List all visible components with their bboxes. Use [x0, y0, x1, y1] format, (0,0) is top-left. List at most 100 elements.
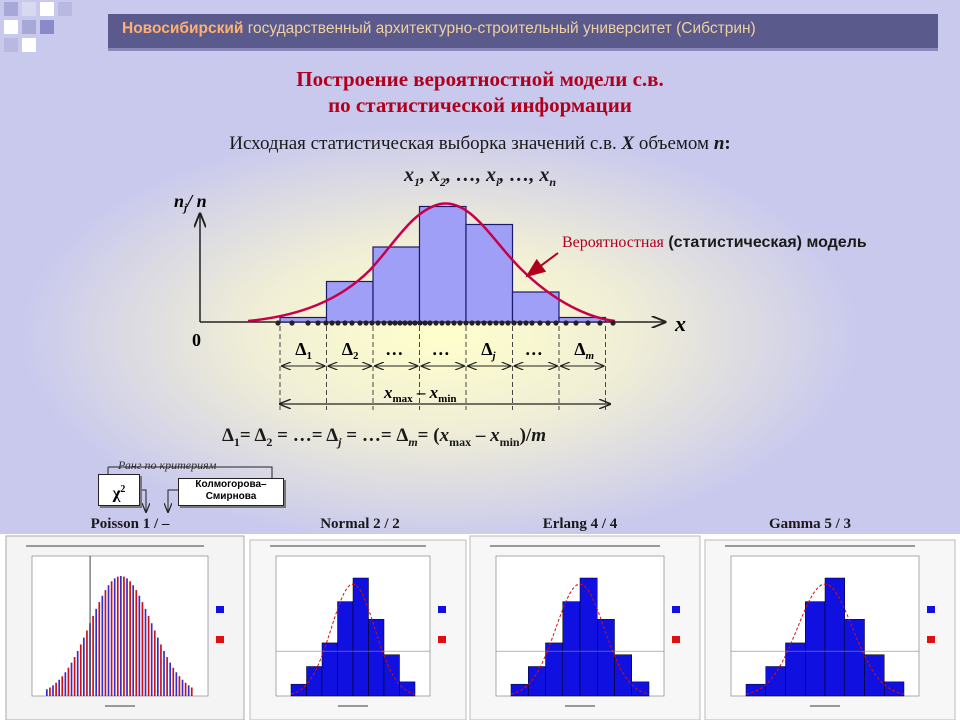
sample-point	[417, 320, 423, 326]
interval-ticks	[279, 326, 606, 410]
series-sep2: ,	[445, 164, 456, 186]
slide-title: Построение вероятностной модели с.в. по …	[0, 66, 960, 118]
sample-point	[392, 320, 398, 326]
sample-point	[529, 320, 535, 326]
range-label: xmax – xmin	[383, 383, 457, 405]
sample-point	[315, 320, 321, 326]
fit-thumbnails	[5, 535, 956, 720]
histogram-bar-4	[418, 205, 467, 323]
sample-point	[573, 320, 579, 326]
interval-label-1: Δ1	[295, 339, 312, 362]
sample-point	[463, 320, 469, 326]
sample-point	[493, 320, 499, 326]
sample-point	[323, 320, 329, 326]
series-subn: n	[549, 175, 557, 189]
sample-point	[275, 320, 281, 326]
slide-title-line2: по статистической информации	[328, 93, 632, 117]
series-sep4: ,	[499, 164, 510, 186]
rank-label: Ранг по критериям	[118, 458, 217, 472]
sample-point	[412, 320, 418, 326]
sample-point	[363, 320, 369, 326]
header-rest: государственный архитектурно-строительны…	[243, 20, 756, 37]
series-sep5: ,	[529, 164, 540, 186]
series-dots1: …	[455, 164, 476, 186]
sample-point	[537, 320, 543, 326]
header-text: Новосибирский государственный архитектур…	[122, 20, 934, 44]
series-xn: x	[539, 164, 550, 186]
sample-point	[402, 320, 408, 326]
series-sub2: 2	[439, 175, 446, 189]
model-label: Вероятностная (статистическая) модель	[562, 232, 902, 253]
sample-point	[289, 320, 295, 326]
sample-point	[523, 320, 529, 326]
y-axis-label: nj/ n	[174, 191, 207, 214]
series-dots2: …	[509, 164, 530, 186]
sample-point	[481, 320, 487, 326]
sample-point	[422, 320, 428, 326]
decor-squares	[4, 2, 72, 52]
sample-point	[505, 320, 511, 326]
sample-point	[305, 320, 311, 326]
sample-var: X	[621, 133, 635, 154]
sample-point	[375, 320, 381, 326]
series-xi: x	[485, 164, 496, 186]
label-erlang: Erlang 4 / 4	[542, 516, 618, 532]
sample-size-word: объемом	[638, 133, 710, 154]
sample-intro: Исходная статистическая выборка значений…	[229, 133, 617, 154]
sample-point	[511, 320, 517, 326]
interval-label-5: Δj	[481, 339, 496, 362]
sample-point	[597, 320, 603, 326]
series-sep1: ,	[419, 164, 430, 186]
sample-point	[451, 320, 457, 326]
sample-point	[610, 320, 616, 326]
sample-colon: :	[724, 133, 731, 154]
sample-point	[469, 320, 475, 326]
sample-point	[387, 320, 393, 326]
model-label-word1: Вероятностная	[562, 234, 664, 251]
sample-point	[357, 320, 363, 326]
sample-point	[487, 320, 493, 326]
sample-point	[545, 320, 551, 326]
sample-point	[329, 320, 335, 326]
chi-square-box: χ2	[98, 474, 140, 506]
sample-point	[397, 320, 403, 326]
sample-points	[275, 320, 616, 326]
interval-label-3: …	[385, 339, 403, 359]
sample-point	[342, 320, 348, 326]
sample-series: x1, x2, …, xi, …, xn	[0, 164, 960, 190]
sample-point	[457, 320, 463, 326]
sample-point	[553, 320, 559, 326]
label-normal: Normal 2 / 2	[320, 516, 400, 532]
header-city: Новосибирский	[122, 20, 244, 37]
interval-label-7: Δm	[574, 339, 594, 362]
header-bar	[108, 14, 938, 51]
sample-point	[381, 320, 387, 326]
model-label-word2: (статистическая) модель	[663, 234, 867, 251]
sample-point	[475, 320, 481, 326]
sample-point	[499, 320, 505, 326]
sample-point	[585, 320, 591, 326]
sample-point	[335, 320, 341, 326]
sample-point	[445, 320, 451, 326]
interval-label-4: …	[432, 339, 450, 359]
fit-thumbnail-1	[26, 545, 224, 707]
slide-title-line1: Построение вероятностной модели с.в.	[296, 67, 664, 91]
histogram-bar-6	[511, 291, 560, 323]
series-x1: x	[403, 164, 414, 186]
sample-point	[407, 320, 413, 326]
series-sep3: ,	[475, 164, 486, 186]
kolmogorov-smirnov-box: Колмогорова– Смирнова	[178, 478, 284, 506]
label-gamma: Gamma 5 / 3	[768, 516, 852, 532]
interval-label-2: Δ2	[342, 339, 359, 362]
interval-formula: Δ1= Δ2 = …= Δj = …= Δm= (xmax – xmin)/m	[222, 425, 546, 449]
series-subi: i	[495, 175, 500, 189]
fit-thumbnail-4	[725, 545, 935, 707]
origin-label: 0	[192, 330, 201, 350]
series-x2: x	[429, 164, 440, 186]
interval-labels: Δ1 Δ2 … … Δj … Δm	[295, 339, 594, 362]
density-curve	[247, 202, 616, 323]
fit-thumbnail-2	[270, 545, 446, 707]
sample-point	[517, 320, 523, 326]
